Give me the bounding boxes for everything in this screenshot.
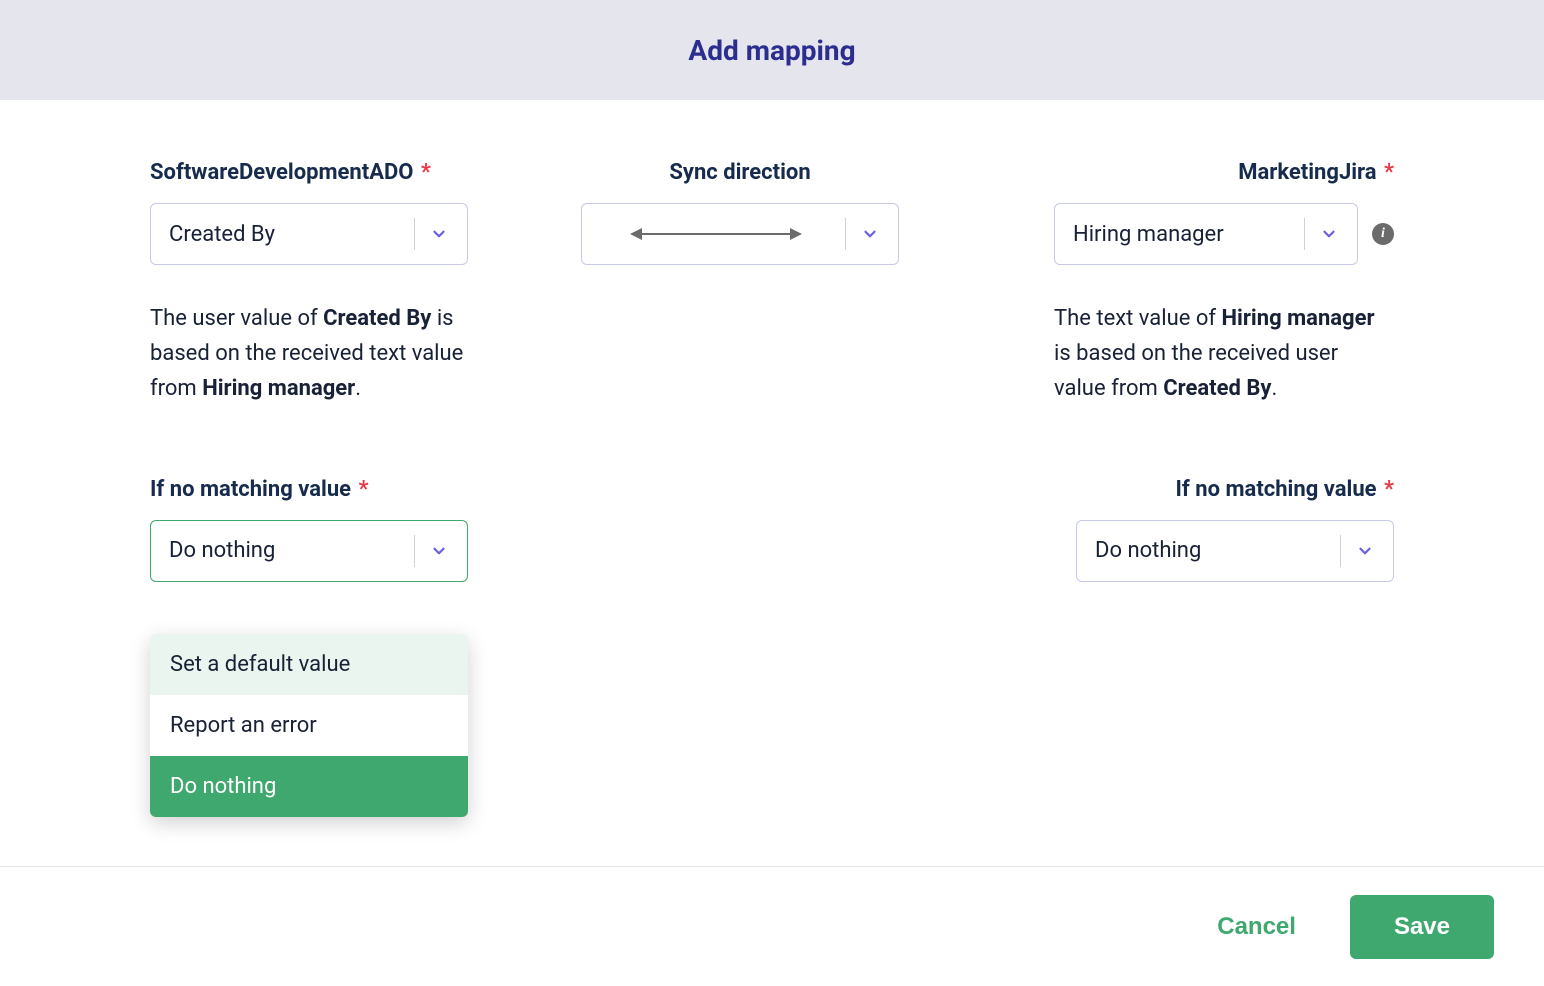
dropdown-option-do-nothing[interactable]: Do nothing bbox=[150, 756, 468, 817]
desc-bold: Hiring manager bbox=[1222, 306, 1375, 331]
chevron-down-icon bbox=[429, 224, 449, 244]
right-source-label: MarketingJira * bbox=[1238, 160, 1394, 185]
desc-text: The text value of bbox=[1054, 306, 1222, 331]
left-source-label: SoftwareDevelopmentADO * bbox=[150, 160, 490, 185]
left-no-match-label-text: If no matching value bbox=[150, 477, 351, 502]
right-column: MarketingJira * Hiring manager i The tex… bbox=[1054, 160, 1394, 582]
left-source-label-text: SoftwareDevelopmentADO bbox=[150, 160, 413, 185]
desc-text: The user value of bbox=[150, 306, 323, 331]
dropdown-option-report-error[interactable]: Report an error bbox=[150, 695, 468, 756]
sync-direction-select[interactable] bbox=[581, 203, 899, 265]
right-field-value: Hiring manager bbox=[1073, 222, 1290, 247]
main-content: SoftwareDevelopmentADO * Created By The … bbox=[0, 100, 1544, 622]
dialog-footer: Cancel Save bbox=[0, 866, 1544, 986]
no-match-dropdown-menu: Set a default value Report an error Do n… bbox=[150, 634, 468, 817]
left-no-match-label: If no matching value * bbox=[150, 477, 490, 502]
desc-text: . bbox=[1271, 376, 1277, 401]
desc-bold: Created By bbox=[1163, 376, 1271, 401]
cancel-button[interactable]: Cancel bbox=[1193, 899, 1320, 955]
left-column: SoftwareDevelopmentADO * Created By The … bbox=[150, 160, 490, 582]
right-no-match-select[interactable]: Do nothing bbox=[1076, 520, 1394, 582]
required-asterisk: * bbox=[1384, 477, 1394, 502]
left-no-match-select[interactable]: Do nothing bbox=[150, 520, 468, 582]
chevron-down-icon bbox=[1355, 541, 1375, 561]
right-no-match-value: Do nothing bbox=[1095, 538, 1326, 563]
desc-bold: Created By bbox=[323, 306, 431, 331]
select-divider bbox=[1340, 535, 1341, 567]
left-field-select[interactable]: Created By bbox=[150, 203, 468, 265]
right-no-match-label-text: If no matching value bbox=[1176, 477, 1377, 502]
dialog-title: Add mapping bbox=[688, 34, 855, 67]
center-column: Sync direction bbox=[570, 160, 910, 582]
left-field-value: Created By bbox=[169, 222, 400, 247]
desc-bold: Hiring manager bbox=[202, 376, 355, 401]
select-divider bbox=[414, 218, 415, 250]
right-field-select[interactable]: Hiring manager bbox=[1054, 203, 1358, 265]
select-divider bbox=[845, 218, 846, 250]
chevron-down-icon bbox=[1319, 224, 1339, 244]
required-asterisk: * bbox=[359, 477, 369, 502]
required-asterisk: * bbox=[421, 160, 431, 185]
sync-arrow-icon bbox=[600, 223, 831, 245]
dropdown-option-set-default[interactable]: Set a default value bbox=[150, 634, 468, 695]
chevron-down-icon bbox=[429, 541, 449, 561]
sync-direction-label: Sync direction bbox=[669, 160, 810, 185]
chevron-down-icon bbox=[860, 224, 880, 244]
left-no-match-value: Do nothing bbox=[169, 538, 400, 563]
right-description: The text value of Hiring manager is base… bbox=[1054, 301, 1394, 407]
right-no-match-label: If no matching value * bbox=[1176, 477, 1395, 502]
dialog-header: Add mapping bbox=[0, 0, 1544, 100]
select-divider bbox=[1304, 218, 1305, 250]
save-button[interactable]: Save bbox=[1350, 895, 1494, 959]
info-icon[interactable]: i bbox=[1372, 223, 1394, 245]
desc-text: . bbox=[355, 376, 361, 401]
right-source-label-text: MarketingJira bbox=[1238, 160, 1376, 185]
select-divider bbox=[414, 535, 415, 567]
left-description: The user value of Created By is based on… bbox=[150, 301, 490, 407]
required-asterisk: * bbox=[1384, 160, 1394, 185]
